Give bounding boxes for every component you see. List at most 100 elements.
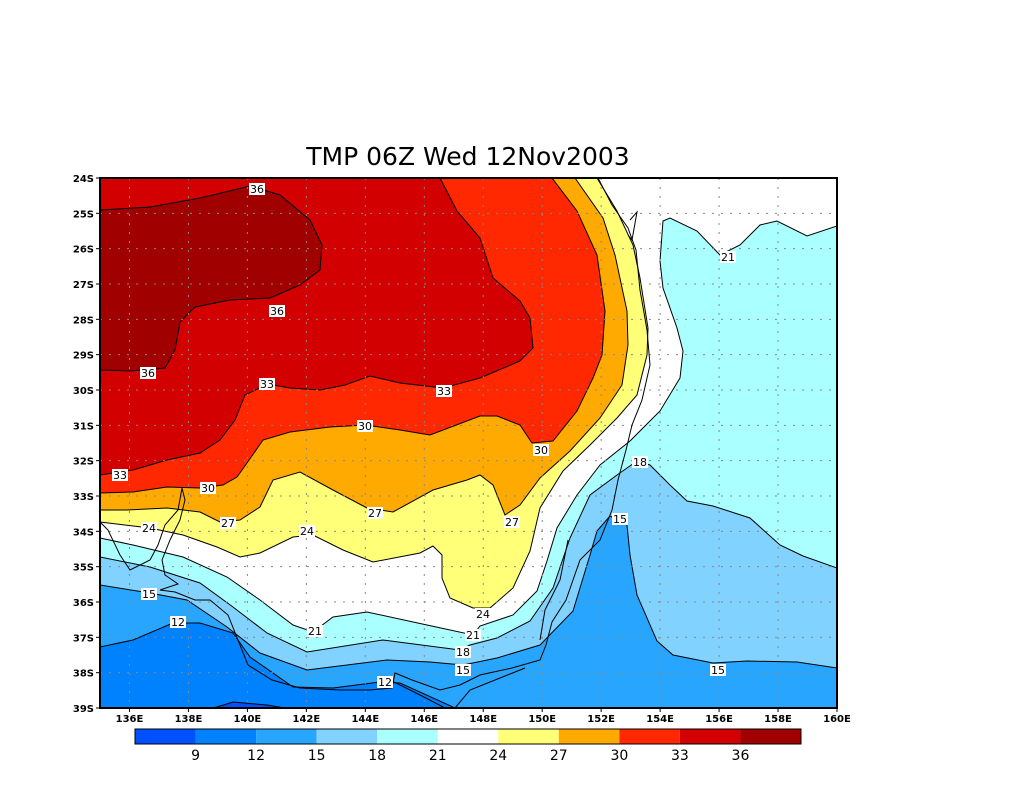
contour-label: 24 [141, 522, 157, 535]
colorbar-swatch [679, 729, 741, 744]
contour-label-text: 36 [141, 367, 155, 380]
contour-label: 33 [259, 378, 275, 391]
lat-tick-label: 35S [73, 563, 94, 574]
lat-tick-label: 28S [73, 315, 94, 326]
contour-label: 18 [455, 646, 471, 659]
colorbar-label: 27 [550, 748, 568, 764]
contour-label-text: 18 [633, 456, 647, 469]
lon-tick-label: 154E [646, 714, 674, 725]
contour-label-text: 33 [437, 385, 451, 398]
colorbar-frame [134, 728, 802, 745]
contour-label-text: 30 [358, 420, 372, 433]
contour-label-text: 36 [250, 183, 264, 196]
latitude-axis: 24S 25S 26S 27S 28S 29S 30S 31S 32S 33S 34S 35S 36S 3… [73, 174, 100, 715]
colorbar-swatch [135, 729, 196, 744]
colorbar-swatch [619, 729, 680, 744]
lon-tick-label: 158E [764, 714, 792, 725]
contour-label-text: 33 [260, 378, 274, 391]
colorbar-label: 12 [247, 748, 265, 764]
temperature-contour-fills [100, 178, 837, 708]
lat-tick-label: 25S [73, 209, 94, 220]
lon-tick-label: 146E [410, 714, 438, 725]
contour-label-text: 30 [201, 482, 215, 495]
contour-label: 12 [377, 676, 393, 689]
contour-label: 15 [710, 664, 726, 677]
colorbar-swatch [558, 729, 620, 744]
contour-label-text: 27 [368, 507, 382, 520]
plot-frame [99, 177, 838, 709]
lon-tick-label: 144E [351, 714, 379, 725]
contour-label-text: 24 [142, 522, 156, 535]
colorbar-label: 21 [429, 748, 447, 764]
lon-tick-label: 148E [469, 714, 497, 725]
contour-label: 24 [299, 525, 315, 538]
lat-tick-label: 33S [73, 492, 94, 503]
contour-label-text: 15 [711, 664, 725, 677]
lon-tick-label: 140E [234, 714, 262, 725]
contour-label: 30 [200, 482, 216, 495]
lat-tick-label: 32S [73, 457, 94, 468]
contour-label-text: 18 [456, 646, 470, 659]
lon-tick-label: 138E [175, 714, 203, 725]
contour-label-text: 15 [142, 588, 156, 601]
colorbar-label: 15 [308, 748, 326, 764]
contour-label: 15 [141, 588, 157, 601]
colorbar-swatch [377, 729, 438, 744]
lat-tick-label: 38S [73, 669, 94, 680]
contour-label: 21 [307, 625, 323, 638]
colorbar-swatch [195, 729, 257, 744]
contour-label-text: 27 [505, 516, 519, 529]
contour-label-text: 21 [308, 625, 322, 638]
contour-labels: 36 36 36 33 33 33 30 30 30 27 27 27 24 24 24 21 21 21 18 18… [112, 183, 736, 689]
contour-label-text: 12 [378, 676, 392, 689]
coastline-segment [100, 178, 651, 691]
lat-tick-label: 39S [73, 704, 94, 715]
lon-tick-label: 136E [116, 714, 144, 725]
contour-label: 36 [249, 183, 265, 196]
lon-tick-label: 156E [705, 714, 733, 725]
colorbar-label: 24 [489, 748, 507, 764]
lon-tick-label: 152E [587, 714, 615, 725]
contour-label: 18 [632, 456, 648, 469]
contour-label: 36 [269, 305, 285, 318]
lon-tick-label: 160E [823, 714, 851, 725]
lat-tick-label: 37S [73, 633, 94, 644]
longitude-axis: 136E 138E 140E 142E 144E 146E 148E 150E 152E 154E… [116, 708, 851, 725]
contour-label: 24 [475, 608, 491, 621]
contour-label-text: 30 [534, 444, 548, 457]
contour-label: 21 [465, 629, 481, 642]
lat-tick-label: 29S [73, 351, 94, 362]
contour-label-text: 21 [721, 251, 735, 264]
contour-label-text: 36 [270, 305, 284, 318]
coastline-segment [389, 679, 446, 708]
lat-tick-label: 36S [73, 598, 94, 609]
contour-label: 27 [504, 516, 520, 529]
lat-tick-label: 34S [73, 527, 94, 538]
colorbar-swatch [316, 729, 378, 744]
colorbar-label: 9 [191, 748, 200, 764]
coastline [100, 178, 651, 708]
contour-band-above-36 [100, 185, 323, 372]
lat-tick-label: 30S [73, 386, 94, 397]
contour-label: 12 [170, 616, 186, 629]
colorbar-label: 36 [732, 748, 750, 764]
contour-label: 30 [533, 444, 549, 457]
lon-tick-label: 142E [293, 714, 321, 725]
lat-tick-label: 24S [73, 174, 94, 185]
contour-label: 27 [367, 507, 383, 520]
lat-tick-label: 26S [73, 245, 94, 256]
lat-tick-label: 27S [73, 280, 94, 291]
colorbar-label: 18 [368, 748, 386, 764]
coastline-segment [539, 539, 569, 641]
contour-label-text: 33 [113, 469, 127, 482]
contour-label-text: 21 [466, 629, 480, 642]
colorbar-swatch [437, 729, 499, 744]
contour-label: 33 [112, 469, 128, 482]
colorbar-label: 30 [610, 748, 628, 764]
contour-label-text: 24 [476, 608, 490, 621]
coastline-segment [627, 210, 638, 242]
map-title: TMP 06Z Wed 12Nov2003 [305, 142, 629, 171]
lon-tick-label: 150E [528, 714, 556, 725]
coastline-segment [454, 667, 526, 708]
